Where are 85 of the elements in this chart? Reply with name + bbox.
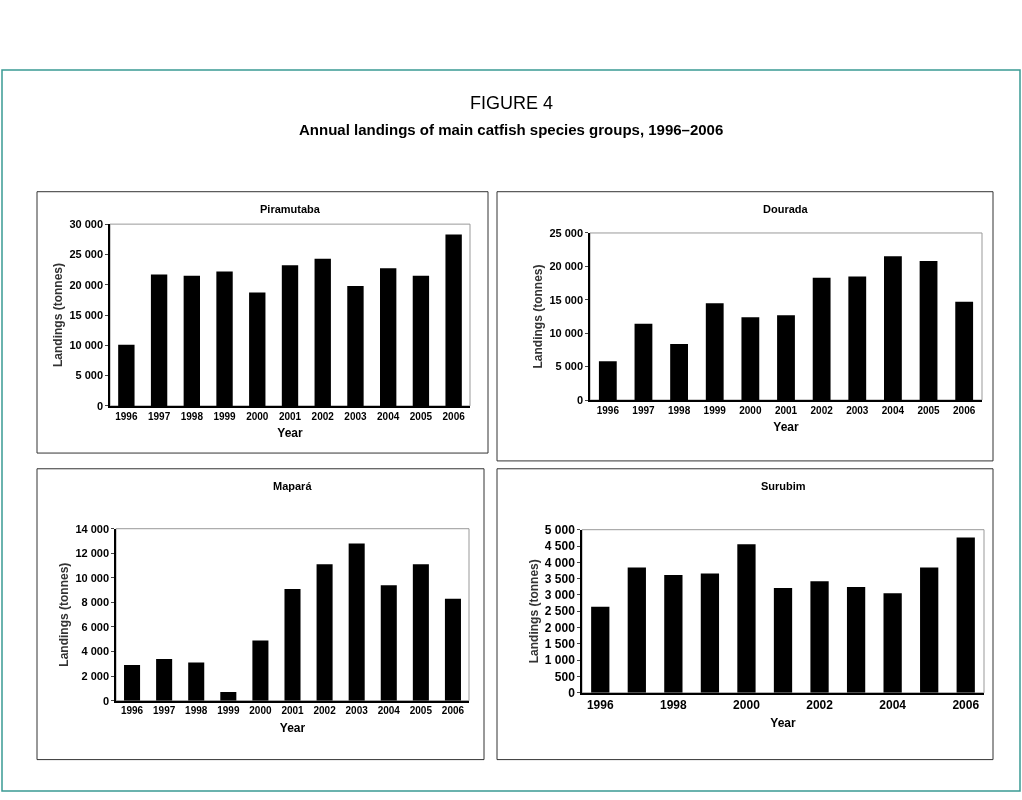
x-tick-label: 2002: [311, 410, 335, 422]
y-tick-label: 4 500: [544, 539, 576, 554]
x-tick-label: 1996: [120, 705, 144, 717]
chart-title: Surubim: [761, 480, 806, 492]
x-tick-label: 2004: [377, 410, 400, 422]
y-tick-label: 30 000: [69, 217, 104, 230]
y-tick-label: 2 000: [81, 669, 110, 682]
caption: FIGURE 4: [470, 93, 554, 113]
y-tick-label: 0: [568, 685, 576, 700]
x-tick-label: 2006: [953, 404, 976, 416]
x-tick-label: 2004: [377, 705, 401, 717]
x-tick-label: 2002: [806, 697, 834, 712]
x-tick-label: 2005: [409, 410, 433, 422]
y-tick-label: 25 000: [69, 248, 104, 261]
x-tick-label: 1997: [632, 404, 656, 416]
x-tick-label: 2003: [345, 705, 369, 717]
x-tick-label: 2000: [249, 705, 272, 717]
x-tick-label: 2000: [739, 404, 762, 416]
y-tick-label: 3 500: [544, 571, 576, 586]
chart-title: Dourada: [763, 203, 809, 215]
x-tick-label: 1996: [596, 404, 620, 416]
x-tick-label: 2004: [881, 404, 905, 416]
x-tick-label: 2001: [278, 410, 302, 422]
x-tick-label: 1998: [185, 705, 208, 717]
x-tick-label: 2005: [917, 404, 941, 416]
x-tick-label: 2000: [246, 410, 269, 422]
y-tick-label: 14 000: [75, 522, 110, 535]
x-axis-title: Year: [770, 716, 797, 731]
x-tick-label: 1998: [660, 697, 688, 712]
x-tick-label: 2006: [442, 410, 466, 422]
x-axis-title: Year: [773, 420, 800, 435]
y-axis-title: Landings (tonnes): [526, 559, 541, 664]
x-tick-label: 2001: [774, 404, 798, 416]
y-tick-label: 10 000: [549, 327, 584, 340]
y-tick-label: 10 000: [69, 339, 104, 352]
y-tick-label: 0: [102, 694, 110, 707]
x-tick-label: 2006: [952, 697, 980, 712]
x-tick-label: 1997: [153, 705, 176, 717]
x-axis-title: Year: [279, 720, 306, 735]
y-tick-label: 0: [96, 399, 104, 412]
chart-title: Piramutaba: [260, 203, 321, 215]
y-tick-label: 1 500: [544, 637, 576, 652]
x-tick-label: 1996: [115, 410, 138, 422]
y-tick-label: 5 000: [544, 522, 576, 537]
x-tick-label: 1997: [147, 410, 171, 422]
x-tick-label: 2002: [313, 705, 337, 717]
x-tick-label: 1999: [213, 410, 237, 422]
x-tick-label: 1998: [667, 404, 691, 416]
x-tick-label: 2002: [810, 404, 834, 416]
x-axis-title: Year: [277, 426, 304, 441]
y-tick-label: 500: [554, 669, 576, 684]
y-tick-label: 2 000: [544, 620, 576, 635]
x-tick-label: 1999: [703, 404, 727, 416]
y-tick-label: 4 000: [544, 555, 576, 570]
y-tick-label: 8 000: [81, 596, 110, 609]
y-tick-label: 1 000: [544, 653, 576, 668]
x-tick-label: 2006: [441, 705, 465, 717]
x-tick-label: 2003: [344, 410, 368, 422]
y-tick-label: 20 000: [69, 278, 104, 291]
y-tick-label: 6 000: [81, 620, 110, 633]
y-tick-label: 15 000: [69, 308, 104, 321]
x-tick-label: 1998: [180, 410, 204, 422]
y-axis-title: Landings (tonnes): [531, 264, 546, 369]
y-axis-title: Landings (tonnes): [51, 263, 66, 368]
y-tick-label: 2 500: [544, 604, 576, 619]
y-axis-title: Landings (tonnes): [57, 562, 72, 667]
x-tick-label: 1999: [217, 705, 240, 717]
y-tick-label: 3 000: [544, 588, 576, 603]
y-tick-label: 20 000: [549, 260, 584, 273]
x-tick-label: 2003: [846, 404, 869, 416]
x-tick-label: 1996: [586, 697, 614, 712]
y-tick-label: 0: [576, 393, 584, 406]
x-tick-label: 2004: [879, 697, 907, 712]
chart-title: Mapará: [273, 480, 313, 492]
y-tick-label: 5 000: [75, 369, 104, 382]
y-tick-label: 25 000: [549, 226, 584, 239]
text: Annual landings of main catfish species groups, 1996–2006: [299, 121, 724, 138]
y-tick-label: 5 000: [555, 360, 584, 373]
x-tick-label: 2005: [409, 705, 433, 717]
y-tick-label: 15 000: [549, 293, 584, 306]
x-tick-label: 2001: [281, 705, 305, 717]
y-tick-label: 10 000: [75, 571, 110, 584]
y-tick-label: 12 000: [75, 547, 110, 560]
y-tick-label: 4 000: [81, 645, 110, 658]
x-tick-label: 2000: [733, 697, 761, 712]
